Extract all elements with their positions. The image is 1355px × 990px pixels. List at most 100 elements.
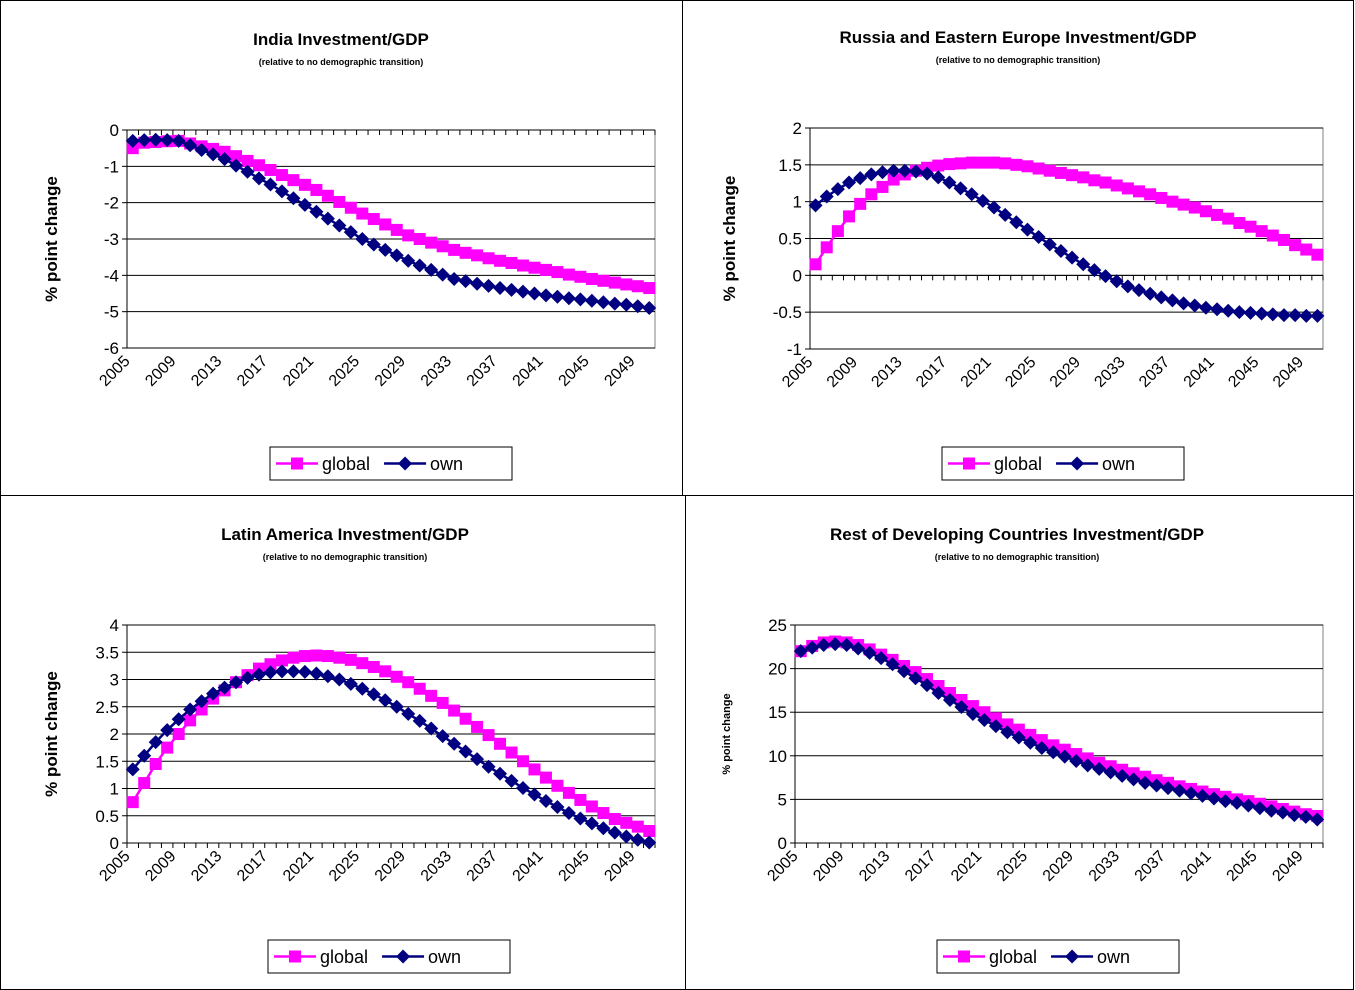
panel: Rest of Developing Countries Investment/…: [721, 525, 1325, 974]
marker: [988, 719, 1003, 734]
marker: [561, 291, 576, 306]
marker: [1080, 758, 1095, 773]
marker: [436, 696, 449, 709]
marker: [805, 640, 820, 655]
marker: [493, 766, 508, 781]
marker: [551, 779, 564, 792]
marker: [389, 699, 404, 714]
chart-subtitle: (relative to no demographic transition): [936, 55, 1101, 65]
marker: [631, 280, 644, 293]
marker: [874, 651, 889, 666]
marker: [1210, 302, 1225, 317]
marker: [965, 156, 978, 169]
x-tick-label: 2033: [1086, 848, 1123, 885]
y-tick-label: 25: [768, 616, 787, 635]
x-tick-label: 2005: [96, 353, 133, 390]
marker: [263, 665, 278, 680]
marker: [332, 218, 347, 233]
marker: [389, 248, 404, 263]
marker: [1120, 279, 1135, 294]
marker: [1299, 308, 1314, 323]
marker: [561, 806, 576, 821]
marker: [1126, 772, 1141, 787]
marker: [194, 142, 209, 157]
marker: [989, 712, 1002, 725]
marker: [125, 762, 140, 777]
marker: [1222, 212, 1235, 225]
marker: [252, 667, 266, 682]
marker: [597, 807, 610, 820]
marker: [1020, 222, 1035, 237]
marker: [538, 794, 553, 809]
marker: [494, 737, 507, 750]
marker: [264, 658, 277, 671]
marker: [470, 752, 485, 767]
marker: [1143, 286, 1158, 301]
marker: [412, 258, 427, 273]
marker: [1254, 306, 1269, 321]
panel-border: [0, 0, 683, 496]
x-tick-label: 2037: [464, 353, 501, 390]
y-tick-label: 1: [110, 780, 119, 799]
x-tick-label: 2037: [1132, 848, 1169, 885]
marker: [320, 211, 335, 226]
marker: [447, 271, 462, 286]
legend-label: own: [1102, 454, 1135, 474]
marker: [435, 267, 450, 282]
marker: [1115, 768, 1130, 783]
marker: [839, 638, 854, 653]
legend-marker: [958, 950, 970, 963]
marker: [1110, 179, 1123, 192]
marker: [379, 665, 392, 678]
marker: [1241, 798, 1256, 813]
x-tick-label: 2021: [280, 848, 317, 885]
x-tick-label: 2017: [902, 848, 939, 885]
x-tick-label: 2049: [1270, 354, 1307, 391]
marker: [920, 166, 935, 181]
marker: [424, 262, 439, 277]
marker: [160, 723, 175, 738]
marker: [630, 299, 645, 314]
marker: [344, 653, 357, 666]
marker: [343, 676, 358, 691]
marker: [1066, 169, 1079, 182]
x-tick-label: 2025: [994, 848, 1031, 885]
marker: [585, 272, 598, 285]
x-tick-label: 2017: [913, 354, 950, 391]
marker: [828, 637, 843, 652]
marker: [1138, 775, 1153, 790]
marker: [448, 243, 461, 256]
legend-marker: [1065, 949, 1080, 964]
marker: [1057, 749, 1072, 764]
marker: [275, 654, 288, 667]
marker: [137, 748, 152, 763]
marker: [1177, 198, 1190, 211]
x-tick-label: 2025: [326, 353, 363, 390]
marker: [819, 189, 834, 204]
marker: [471, 720, 484, 733]
marker: [137, 133, 152, 148]
marker: [830, 182, 845, 197]
marker: [573, 811, 588, 826]
marker: [1300, 243, 1313, 256]
x-tick-label: 2045: [1225, 354, 1262, 391]
marker: [195, 703, 208, 716]
marker: [413, 233, 426, 245]
legend-marker: [1070, 456, 1085, 471]
marker: [217, 152, 232, 167]
marker: [619, 297, 634, 312]
legend-label: global: [322, 454, 370, 474]
x-tick-label: 2009: [824, 354, 861, 391]
marker: [401, 253, 416, 268]
x-tick-label: 2013: [856, 848, 893, 885]
marker: [808, 198, 823, 213]
marker: [1009, 215, 1024, 230]
marker: [1031, 230, 1046, 245]
marker: [1275, 805, 1290, 820]
legend-marker: [963, 457, 975, 470]
chart-subtitle: (relative to no demographic transition): [935, 552, 1100, 562]
marker: [343, 225, 358, 240]
marker: [1032, 162, 1045, 175]
marker: [425, 236, 438, 249]
